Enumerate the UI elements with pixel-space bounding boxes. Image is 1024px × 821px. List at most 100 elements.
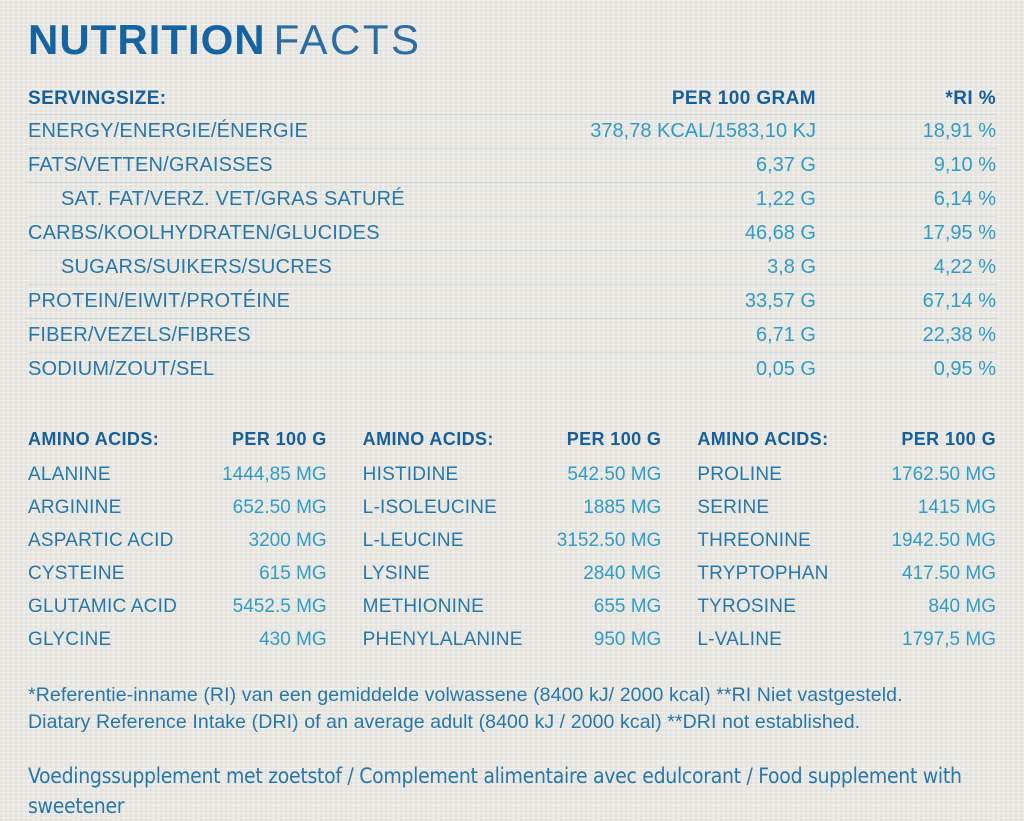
- amino-row-arginine: ARGININE 652.50 MG: [28, 491, 327, 524]
- amino-value: 1762.50 MG: [891, 463, 997, 485]
- amino-row-threonine: THREONINE 1942.50 MG: [697, 524, 996, 557]
- amino-value: 1444,85 MG: [222, 463, 327, 485]
- amino-row-l-isoleucine: L-ISOLEUCINE 1885 MG: [363, 491, 662, 524]
- amino-row-phenylalanine: PHENYLALANINE 950 MG: [363, 623, 662, 656]
- footnote-line-2: Diatary Reference Intake (DRI) of an ave…: [28, 711, 861, 733]
- amino-value: 655 MG: [593, 595, 662, 617]
- amino-value: 652.50 MG: [232, 496, 327, 518]
- nutrient-label: SODIUM/ZOUT/SEL: [28, 358, 215, 380]
- table-row-sodium: SODIUM/ZOUT/SEL 0,05 G 0,95 %: [28, 353, 996, 386]
- table-row-fats: FATS/VETTEN/GRAISSES 6,37 G 9,10 %: [28, 149, 996, 183]
- amino-table-1: AMINO ACIDS: PER 100 G ALANINE 1444,85 M…: [28, 420, 327, 656]
- amino-value: 1415 MG: [917, 496, 997, 518]
- amino-table-header: AMINO ACIDS: PER 100 G: [697, 420, 996, 458]
- servingsize-header: SERVINGSIZE:: [28, 87, 167, 109]
- amino-value: 417.50 MG: [902, 562, 997, 584]
- amino-name: PHENYLALANINE: [362, 628, 523, 650]
- amino-value: 542.50 MG: [567, 463, 662, 485]
- per100-value: 6,71 G: [755, 324, 816, 346]
- amino-value: 3200 MG: [248, 529, 327, 551]
- amino-value: 2840 MG: [583, 562, 662, 584]
- amino-name: L-ISOLEUCINE: [362, 496, 498, 518]
- amino-name: TYROSINE: [697, 595, 797, 617]
- amino-row-glycine: GLYCINE 430 MG: [28, 623, 327, 656]
- ri-value: 18,91 %: [922, 120, 996, 142]
- amino-name: THREONINE: [697, 529, 812, 551]
- amino-name: METHIONINE: [362, 595, 484, 617]
- nutrient-label: ENERGY/ENERGIE/ÉNERGIE: [28, 120, 309, 142]
- title-word-facts: FACTS: [273, 16, 422, 63]
- table-row-energy: ENERGY/ENERGIE/ÉNERGIE 378,78 KCAL/1583,…: [28, 115, 996, 149]
- amino-name: L-VALINE: [697, 628, 783, 650]
- amino-row-proline: PROLINE 1762.50 MG: [697, 458, 996, 491]
- table-row-carbs: CARBS/KOOLHYDRATEN/GLUCIDES 46,68 G 17,9…: [28, 217, 996, 251]
- amino-row-l-leucine: L-LEUCINE 3152.50 MG: [363, 524, 662, 557]
- amino-acids-header: AMINO ACIDS:: [28, 428, 160, 449]
- title-word-nutrition: NUTRITION: [28, 16, 266, 63]
- table-row-sugars: SUGARS/SUIKERS/SUCRES 3,8 G 4,22 %: [28, 251, 996, 285]
- supplement-statement: Voedingssupplement met zoetstof / Comple…: [28, 761, 996, 821]
- table-row-sat-fat: SAT. FAT/VERZ. VET/GRAS SATURÉ 1,22 G 6,…: [28, 183, 996, 217]
- amino-name: SERINE: [697, 496, 770, 518]
- amino-row-cysteine: CYSTEINE 615 MG: [28, 557, 327, 590]
- amino-row-alanine: ALANINE 1444,85 MG: [28, 458, 327, 491]
- amino-row-tryptophan: TRYPTOPHAN 417.50 MG: [697, 557, 996, 590]
- amino-table-header: AMINO ACIDS: PER 100 G: [28, 420, 327, 458]
- amino-name: ASPARTIC ACID: [28, 529, 174, 551]
- ri-value: 0,95 %: [933, 358, 996, 380]
- amino-name: L-LEUCINE: [362, 529, 464, 551]
- amino-acids-header: AMINO ACIDS:: [697, 428, 829, 449]
- ri-value: 67,14 %: [922, 290, 996, 312]
- ri-value: 17,95 %: [922, 222, 996, 244]
- ri-value: 9,10 %: [933, 154, 996, 176]
- amino-name: GLYCINE: [28, 628, 112, 650]
- amino-name: TRYPTOPHAN: [697, 562, 829, 584]
- page-title: NUTRITION FACTS: [28, 14, 996, 69]
- supplement-line-1: Voedingssupplement met zoetstof / Comple…: [28, 764, 962, 788]
- amino-value: 1797,5 MG: [902, 628, 997, 650]
- amino-value: 3152.50 MG: [556, 529, 662, 551]
- amino-value: 950 MG: [593, 628, 662, 650]
- amino-name: ALANINE: [28, 463, 111, 485]
- per100-value: 33,57 G: [744, 290, 816, 312]
- amino-value: 615 MG: [259, 562, 327, 584]
- table-row-protein: PROTEIN/EIWIT/PROTÉINE 33,57 G 67,14 %: [28, 285, 996, 319]
- nutrient-label: FATS/VETTEN/GRAISSES: [28, 154, 273, 176]
- amino-acids-section: AMINO ACIDS: PER 100 G ALANINE 1444,85 M…: [28, 420, 996, 656]
- footnote-line-1: *Referentie-inname (RI) van een gemiddel…: [28, 684, 903, 706]
- per-100-g-header: PER 100 G: [566, 428, 662, 449]
- amino-row-l-valine: L-VALINE 1797,5 MG: [697, 623, 996, 656]
- amino-row-serine: SERINE 1415 MG: [697, 491, 996, 524]
- per100-value: 6,37 G: [755, 154, 816, 176]
- nutrition-table: SERVINGSIZE: PER 100 GRAM *RI % ENERGY/E…: [28, 83, 996, 386]
- amino-value: 1942.50 MG: [891, 529, 997, 551]
- amino-row-histidine: HISTIDINE 542.50 MG: [363, 458, 662, 491]
- per100-value: 46,68 G: [744, 222, 816, 244]
- nutrient-label: CARBS/KOOLHYDRATEN/GLUCIDES: [28, 222, 380, 244]
- amino-name: CYSTEINE: [28, 562, 125, 584]
- per100-value: 3,8 G: [767, 256, 816, 278]
- amino-row-lysine: LYSINE 2840 MG: [363, 557, 662, 590]
- amino-name: LYSINE: [362, 562, 431, 584]
- amino-value: 430 MG: [259, 628, 327, 650]
- per-100-g-header: PER 100 G: [901, 428, 997, 449]
- nutrient-label: PROTEIN/EIWIT/PROTÉINE: [28, 290, 291, 312]
- amino-name: ARGININE: [28, 496, 122, 518]
- ri-value: 4,22 %: [933, 256, 996, 278]
- amino-name: HISTIDINE: [362, 463, 459, 485]
- supplement-line-2: sweetener: [28, 794, 125, 818]
- per100-value: 378,78 KCAL/1583,10 KJ: [590, 120, 816, 142]
- ri-percent-header: *RI %: [945, 87, 996, 109]
- nutrient-label: SUGARS/SUIKERS/SUCRES: [61, 256, 332, 278]
- table-row-fiber: FIBER/VEZELS/FIBRES 6,71 G 22,38 %: [28, 319, 996, 353]
- amino-name: GLUTAMIC ACID: [28, 595, 177, 617]
- per100-value: 0,05 G: [755, 358, 816, 380]
- amino-acids-header: AMINO ACIDS:: [362, 428, 494, 449]
- amino-row-tyrosine: TYROSINE 840 MG: [697, 590, 996, 623]
- nutrition-table-header: SERVINGSIZE: PER 100 GRAM *RI %: [28, 83, 996, 115]
- amino-row-aspartic-acid: ASPARTIC ACID 3200 MG: [28, 524, 327, 557]
- per-100-gram-header: PER 100 GRAM: [671, 87, 816, 109]
- ri-value: 22,38 %: [922, 324, 996, 346]
- amino-table-2: AMINO ACIDS: PER 100 G HISTIDINE 542.50 …: [363, 420, 662, 656]
